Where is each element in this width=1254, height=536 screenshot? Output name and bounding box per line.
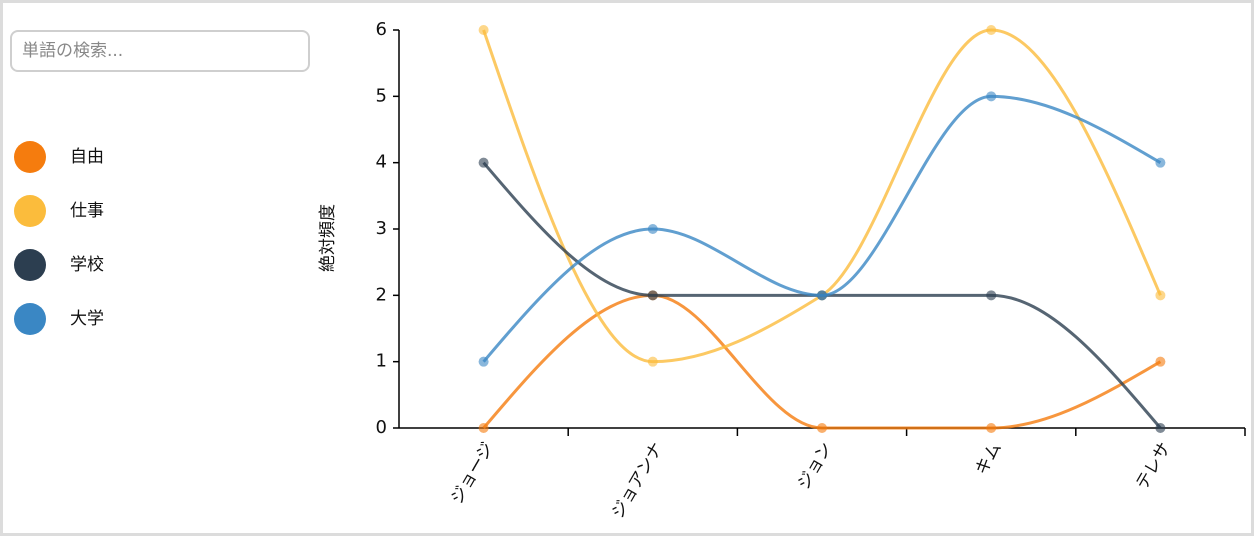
data-point xyxy=(1155,290,1166,301)
data-point xyxy=(1155,356,1166,367)
data-point xyxy=(478,157,489,168)
data-point xyxy=(1155,157,1166,168)
y-tick-label: 1 xyxy=(376,351,387,372)
y-tick-label: 6 xyxy=(376,19,387,40)
legend-label: 自由 xyxy=(70,147,104,167)
data-point xyxy=(647,356,658,367)
data-point xyxy=(478,356,489,367)
x-tick-label: ジョン xyxy=(794,439,837,493)
data-point xyxy=(478,423,489,433)
legend-label: 学校 xyxy=(70,255,104,275)
legend-swatch xyxy=(14,249,46,281)
data-point xyxy=(986,25,997,35)
legend-swatch xyxy=(14,303,46,335)
series-line xyxy=(482,293,1162,430)
legend-label: 仕事 xyxy=(70,201,104,221)
y-axis-label: 絶対頻度 xyxy=(318,204,338,272)
data-point xyxy=(986,91,997,102)
y-tick-label: 3 xyxy=(376,218,387,239)
data-point xyxy=(817,290,827,301)
search-input[interactable] xyxy=(10,30,310,72)
x-tick-label: テレサ xyxy=(1132,439,1175,493)
data-point xyxy=(986,290,997,301)
y-tick-label: 2 xyxy=(376,284,387,305)
data-point xyxy=(478,25,489,35)
y-tick-label: 4 xyxy=(376,152,387,173)
series-line xyxy=(482,28,1162,364)
legend-label: 大学 xyxy=(70,309,104,329)
x-tick-label: ジョージ xyxy=(447,439,498,508)
data-point xyxy=(1155,423,1166,433)
data-point xyxy=(647,224,658,234)
data-point xyxy=(986,423,997,433)
legend-swatch xyxy=(14,195,46,227)
x-tick-label: ジョアンナ xyxy=(608,439,667,522)
legend-swatch xyxy=(14,141,46,173)
y-tick-label: 5 xyxy=(376,85,387,106)
y-tick-label: 0 xyxy=(376,417,387,438)
x-tick-label: キム xyxy=(972,439,1006,478)
data-point xyxy=(817,423,827,433)
data-point xyxy=(647,290,658,301)
